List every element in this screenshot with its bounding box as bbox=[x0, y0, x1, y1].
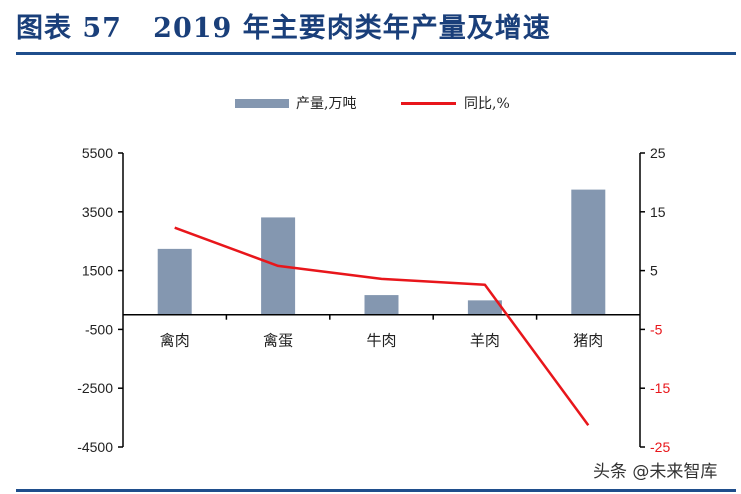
category-label: 羊肉 bbox=[470, 332, 500, 350]
title-divider bbox=[16, 52, 736, 55]
bar bbox=[364, 295, 399, 315]
right-tick-label: -25 bbox=[650, 439, 670, 455]
yoy-line bbox=[174, 226, 590, 426]
category-label: 牛肉 bbox=[366, 332, 396, 350]
right-tick-label: -5 bbox=[650, 321, 663, 337]
bar bbox=[571, 189, 606, 315]
bar-series bbox=[157, 189, 606, 315]
left-tick-label: 3500 bbox=[82, 204, 113, 220]
left-tick-label: -500 bbox=[85, 321, 113, 337]
right-tick-label: 15 bbox=[650, 204, 666, 220]
right-tick-label: 25 bbox=[650, 145, 666, 161]
watermark: 头条 @未来智库 bbox=[593, 462, 718, 482]
right-tick-label: 5 bbox=[650, 263, 658, 279]
right-tick-label: -15 bbox=[650, 380, 670, 396]
legend-bar-label: 产量,万吨 bbox=[296, 96, 357, 112]
chart-legend: 产量,万吨 同比,% bbox=[0, 92, 741, 114]
line-series bbox=[174, 226, 590, 426]
left-tick-label: -4500 bbox=[77, 439, 113, 455]
bar bbox=[467, 300, 502, 315]
legend-line-label: 同比,% bbox=[464, 96, 510, 112]
legend-line-swatch bbox=[401, 102, 456, 105]
category-label: 禽蛋 bbox=[263, 332, 293, 350]
category-label: 禽肉 bbox=[160, 332, 190, 350]
legend-bar-swatch bbox=[235, 99, 289, 108]
left-axis: 5500 3500 1500 -500 -2500 -4500 bbox=[77, 145, 124, 455]
bottom-divider bbox=[16, 489, 736, 492]
left-tick-label: -2500 bbox=[77, 380, 113, 396]
page-title: 图表 57 2019 年主要肉类年产量及增速 bbox=[16, 13, 551, 44]
bar bbox=[157, 248, 192, 315]
right-axis: 25 15 5 -5 -15 -25 bbox=[639, 145, 670, 455]
left-tick-label: 1500 bbox=[82, 263, 113, 279]
left-tick-label: 5500 bbox=[82, 145, 113, 161]
x-axis: 禽肉 禽蛋 牛肉 羊肉 猪肉 bbox=[123, 313, 640, 350]
category-label: 猪肉 bbox=[573, 332, 603, 350]
